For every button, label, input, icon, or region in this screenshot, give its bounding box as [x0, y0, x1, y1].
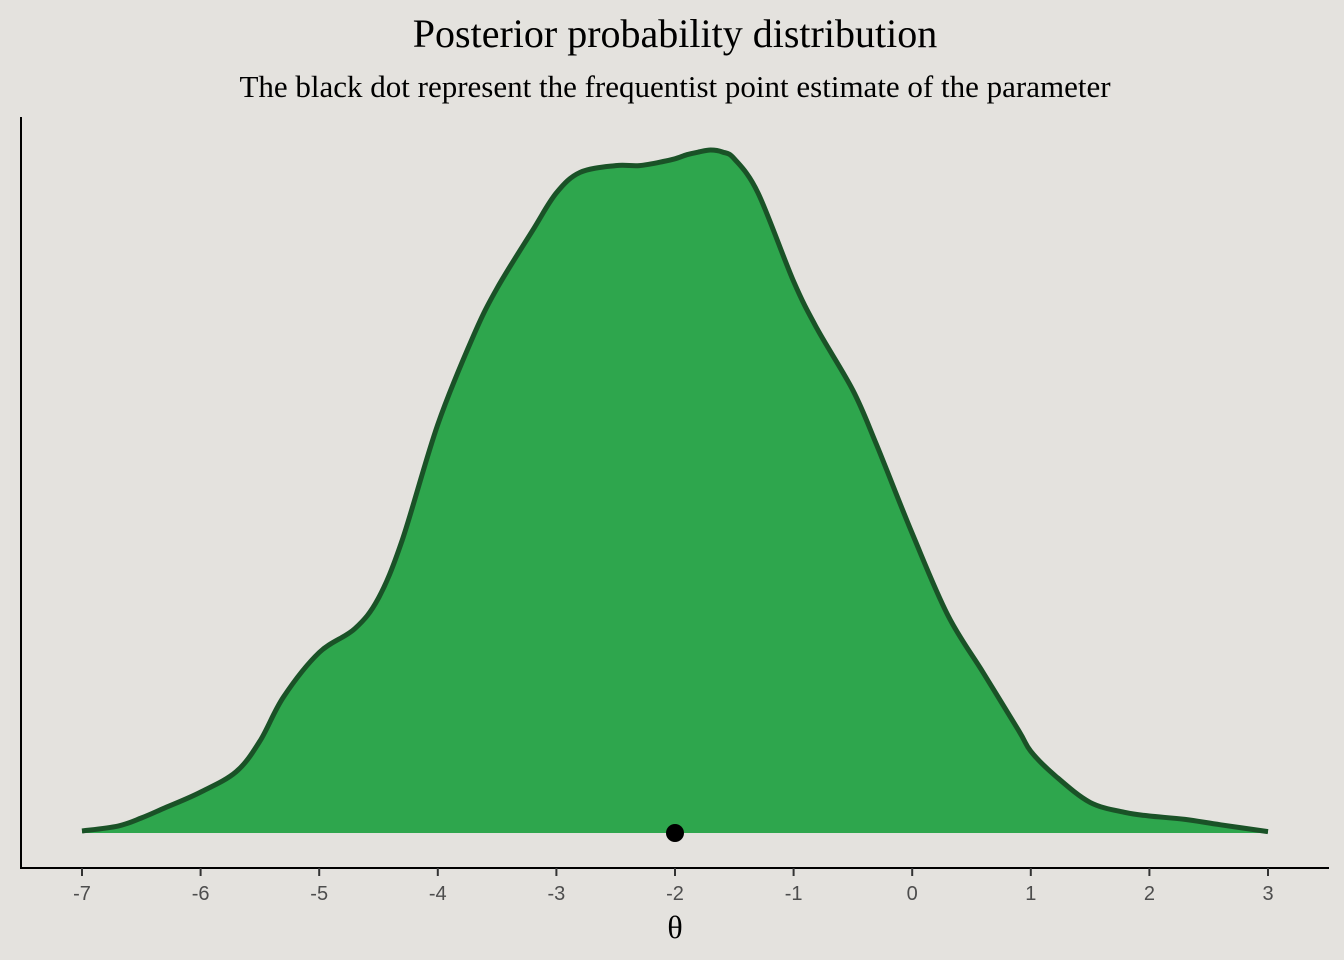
x-axis-ticks: -7 -6 -5 -4 -3 -2 -1 0 1 2 3: [73, 868, 1274, 905]
x-tick-label: -3: [548, 883, 566, 905]
chart-subtitle: The black dot represent the frequentist …: [239, 69, 1111, 104]
x-tick-label: -1: [785, 883, 803, 905]
density-area: [82, 150, 1268, 833]
x-axis-label: θ: [667, 909, 682, 945]
x-tick-label: -2: [666, 883, 684, 905]
point-estimate-dot: [666, 824, 684, 842]
x-tick-label: -7: [73, 883, 91, 905]
x-tick-label: 2: [1144, 883, 1155, 905]
x-tick-label: -6: [192, 883, 210, 905]
density-outline: [81, 147, 1269, 835]
x-tick-label: 3: [1262, 883, 1273, 905]
x-tick-label: -4: [429, 883, 447, 905]
chart-title: Posterior probability distribution: [413, 11, 937, 56]
x-tick-label: -5: [310, 883, 328, 905]
x-tick-label: 0: [907, 883, 918, 905]
x-tick-label: 1: [1025, 883, 1036, 905]
